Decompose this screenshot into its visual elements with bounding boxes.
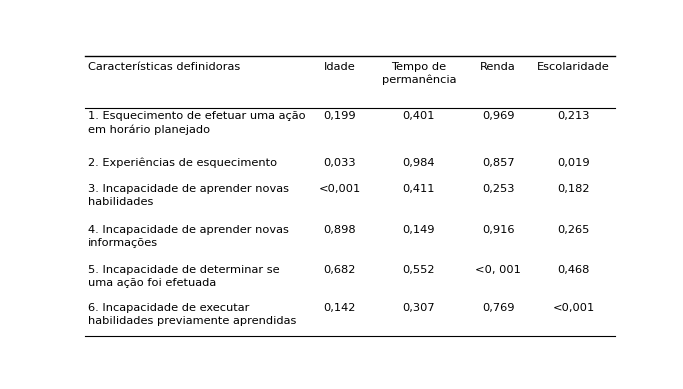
Text: 5. Incapacidade de determinar se
uma ação foi efetuada: 5. Incapacidade de determinar se uma açã… xyxy=(88,265,279,288)
Text: 0,682: 0,682 xyxy=(323,265,356,275)
Text: Renda: Renda xyxy=(480,62,516,72)
Text: 0,984: 0,984 xyxy=(402,158,435,168)
Text: 1. Esquecimento de efetuar uma ação
em horário planejado: 1. Esquecimento de efetuar uma ação em h… xyxy=(88,111,306,135)
Text: <0,001: <0,001 xyxy=(553,303,595,313)
Text: 0,033: 0,033 xyxy=(323,158,356,168)
Text: 0,019: 0,019 xyxy=(557,158,590,168)
Text: 0,182: 0,182 xyxy=(557,184,590,194)
Text: 0,307: 0,307 xyxy=(402,303,435,313)
Text: 0,857: 0,857 xyxy=(482,158,514,168)
Text: 0,969: 0,969 xyxy=(482,111,514,121)
Text: 0,552: 0,552 xyxy=(402,265,435,275)
Text: Tempo de
permanência: Tempo de permanência xyxy=(382,62,456,85)
Text: 0,265: 0,265 xyxy=(557,225,590,235)
Text: 0,401: 0,401 xyxy=(402,111,435,121)
Text: 0,149: 0,149 xyxy=(402,225,435,235)
Text: 4. Incapacidade de aprender novas
informações: 4. Incapacidade de aprender novas inform… xyxy=(88,225,289,248)
Text: 0,142: 0,142 xyxy=(323,303,356,313)
Text: <0, 001: <0, 001 xyxy=(475,265,521,275)
Text: 3. Incapacidade de aprender novas
habilidades: 3. Incapacidade de aprender novas habili… xyxy=(88,184,289,207)
Text: 0,468: 0,468 xyxy=(557,265,590,275)
Text: 0,769: 0,769 xyxy=(482,303,514,313)
Text: 2. Experiências de esquecimento: 2. Experiências de esquecimento xyxy=(88,158,277,168)
Text: 0,898: 0,898 xyxy=(323,225,356,235)
Text: <0,001: <0,001 xyxy=(318,184,361,194)
Text: 0,411: 0,411 xyxy=(402,184,435,194)
Text: 0,199: 0,199 xyxy=(323,111,356,121)
Text: Escolaridade: Escolaridade xyxy=(538,62,610,72)
Text: 0,213: 0,213 xyxy=(557,111,590,121)
Text: 0,916: 0,916 xyxy=(482,225,514,235)
Text: Idade: Idade xyxy=(324,62,355,72)
Text: 0,253: 0,253 xyxy=(482,184,514,194)
Text: 6. Incapacidade de executar
habilidades previamente aprendidas: 6. Incapacidade de executar habilidades … xyxy=(88,303,296,326)
Text: Características definidoras: Características definidoras xyxy=(88,62,240,72)
